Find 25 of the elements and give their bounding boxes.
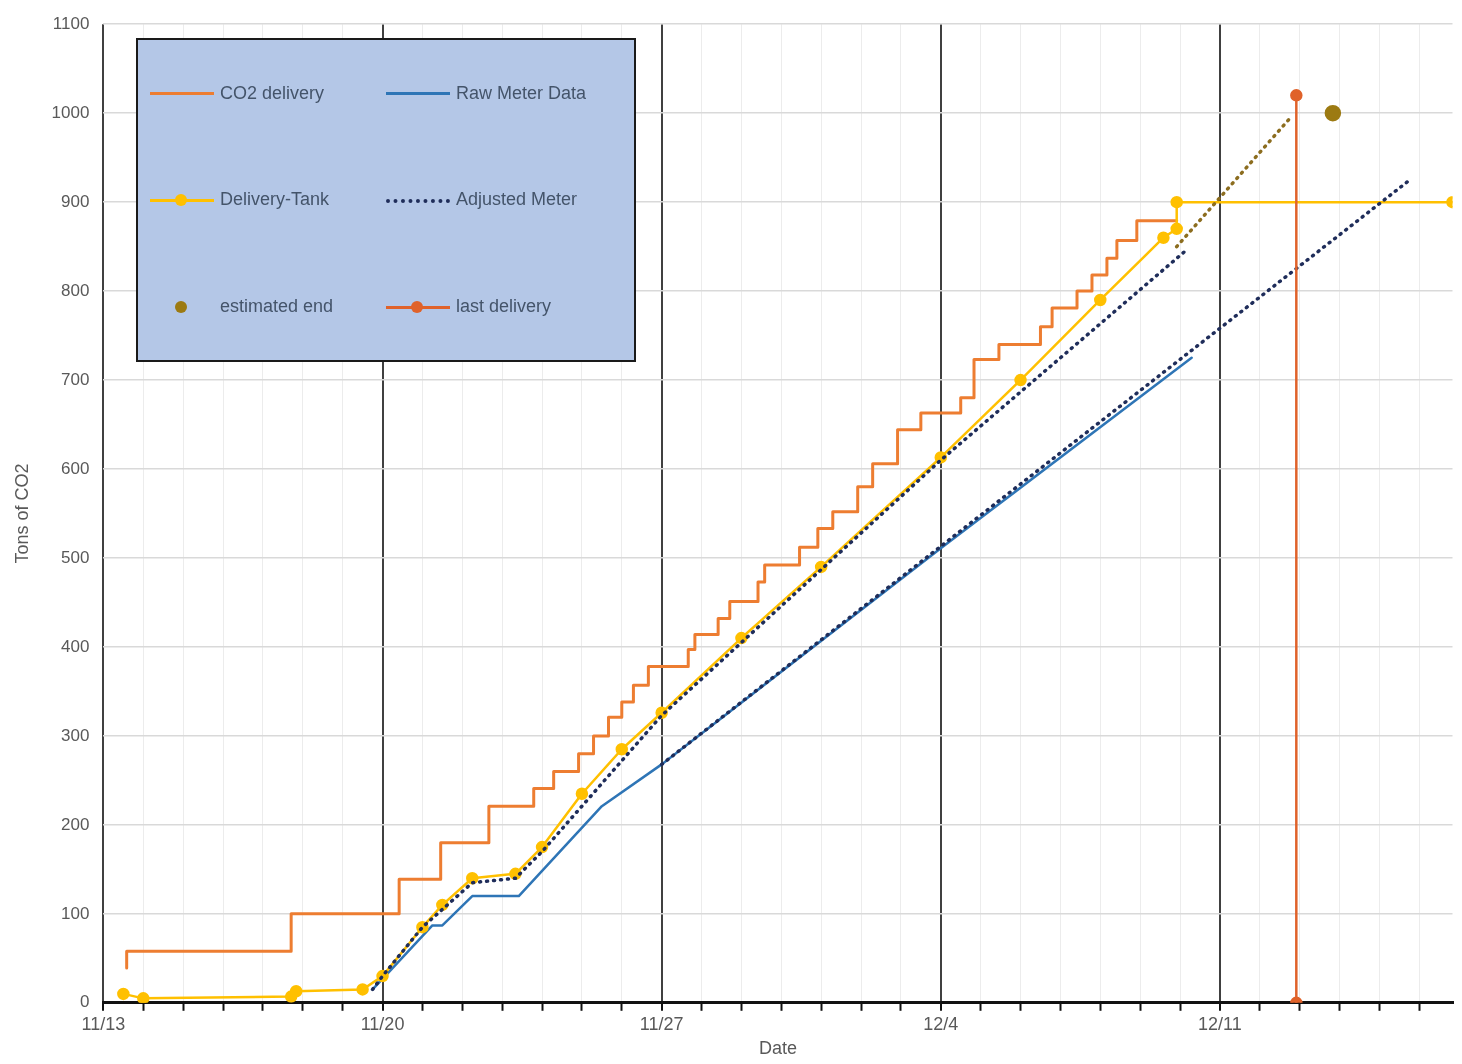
legend-label: Adjusted Meter xyxy=(456,189,578,211)
y-tick-label: 600 xyxy=(61,458,90,478)
legend-label: Raw Meter Data xyxy=(456,82,587,104)
y-tick-label: 500 xyxy=(61,547,90,567)
x-tick-label: 12/4 xyxy=(923,1013,959,1034)
y-tick-label: 900 xyxy=(61,191,90,211)
y-tick-label: 1100 xyxy=(52,13,90,33)
x-tick-label: 12/11 xyxy=(1198,1013,1242,1034)
y-tick-label: 0 xyxy=(79,992,90,1012)
y-tick-label: 300 xyxy=(61,725,90,745)
y-tick-label: 200 xyxy=(61,814,90,834)
legend-label: Delivery-Tank xyxy=(220,189,330,211)
y-tick-label: 800 xyxy=(61,280,90,300)
y-tick-label: 1000 xyxy=(51,102,90,122)
y-tick-label: 700 xyxy=(61,369,90,389)
y-tick-label: 100 xyxy=(61,903,90,923)
x-tick-label: 11/27 xyxy=(639,1013,684,1034)
legend-label: CO2 delivery xyxy=(220,82,325,104)
y-tick-label: 400 xyxy=(61,636,90,656)
legend-label: last delivery xyxy=(456,296,552,318)
y-axis-title: Tons of CO2 xyxy=(11,463,32,564)
x-axis-title: Date xyxy=(758,1038,797,1059)
x-tick-label: 11/20 xyxy=(360,1013,405,1034)
legend-label: estimated end xyxy=(220,296,334,318)
x-tick-label: 11/13 xyxy=(81,1013,126,1034)
